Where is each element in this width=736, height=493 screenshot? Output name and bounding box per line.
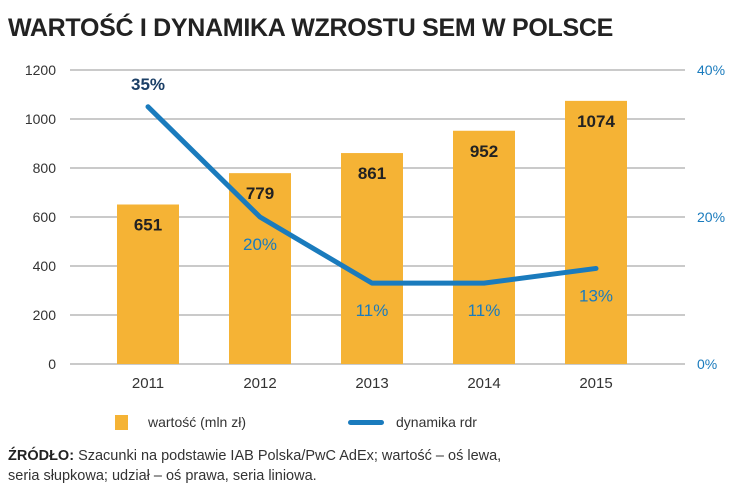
bar bbox=[565, 100, 627, 365]
x-tick-label: 2014 bbox=[467, 375, 500, 392]
source-label: ŹRÓDŁO: bbox=[8, 448, 75, 464]
left-tick-label: 400 bbox=[33, 258, 57, 274]
bar bbox=[341, 153, 403, 364]
line-data-label: 35% bbox=[131, 75, 165, 94]
legend-label-line: dynamika rdr bbox=[396, 414, 477, 430]
bar-data-label: 779 bbox=[246, 184, 274, 203]
left-tick-label: 800 bbox=[33, 160, 57, 176]
bar-data-label: 1074 bbox=[577, 112, 615, 131]
right-tick-label: 0% bbox=[697, 356, 717, 372]
x-tick-label: 2011 bbox=[132, 375, 164, 392]
bar bbox=[117, 204, 179, 364]
line-data-label: 13% bbox=[579, 286, 613, 305]
left-tick-label: 1200 bbox=[25, 62, 56, 78]
x-tick-label: 2015 bbox=[579, 375, 612, 392]
left-tick-label: 1000 bbox=[25, 111, 56, 127]
legend-swatch-line bbox=[348, 419, 384, 425]
legend-swatch-bar bbox=[115, 414, 128, 430]
left-tick-label: 200 bbox=[33, 307, 57, 323]
line-data-label: 11% bbox=[468, 301, 501, 320]
source-text: Szacunki na podstawie IAB Polska/PwC AdE… bbox=[8, 448, 502, 484]
x-tick-label: 2012 bbox=[243, 375, 276, 392]
bar bbox=[229, 173, 291, 364]
source-note: ŹRÓDŁO: Szacunki na podstawie IAB Polska… bbox=[8, 446, 528, 486]
chart-title: WARTOŚĆ I DYNAMIKA WZROSTU SEM W POLSCE bbox=[8, 14, 613, 42]
x-tick-label: 2013 bbox=[355, 375, 388, 392]
right-tick-label: 20% bbox=[697, 209, 725, 225]
bar bbox=[453, 130, 515, 364]
line-data-label: 11% bbox=[356, 301, 389, 320]
left-tick-label: 0 bbox=[48, 356, 56, 372]
legend-item-line: dynamika rdr bbox=[348, 414, 477, 430]
bar-data-label: 952 bbox=[470, 142, 498, 161]
bar-data-label: 651 bbox=[134, 216, 162, 235]
legend-item-bar: wartość (mln zł) bbox=[115, 414, 246, 430]
line-data-label: 20% bbox=[243, 235, 277, 254]
bar-data-label: 861 bbox=[358, 164, 386, 183]
legend-label-bar: wartość (mln zł) bbox=[148, 414, 247, 430]
left-tick-label: 600 bbox=[33, 209, 57, 225]
chart: 0 200 400 600 800 1000 1200 0% 20% 40% 651 2011 779 2… bbox=[25, 62, 725, 392]
right-tick-label: 40% bbox=[697, 62, 725, 78]
